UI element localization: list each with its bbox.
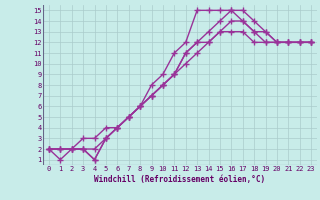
X-axis label: Windchill (Refroidissement éolien,°C): Windchill (Refroidissement éolien,°C) xyxy=(94,175,266,184)
